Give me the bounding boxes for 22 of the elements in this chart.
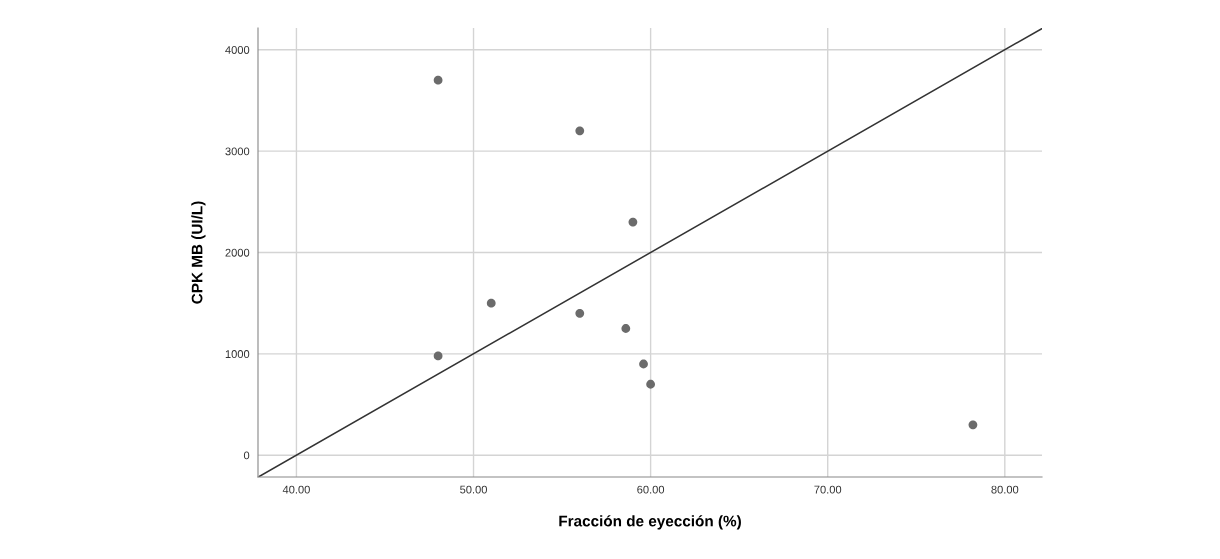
point — [486, 298, 496, 308]
point — [575, 308, 585, 318]
x-tick-label: 40.00 — [282, 485, 310, 494]
point — [621, 324, 631, 333]
y-tick-label: 1000 — [225, 350, 250, 358]
y-tick-label: 3000 — [225, 147, 250, 156]
point — [433, 75, 443, 85]
point — [639, 359, 648, 369]
x-tick-label: 60.00 — [637, 485, 665, 494]
y-tick-label: 4000 — [225, 46, 250, 54]
point — [575, 126, 585, 136]
point — [433, 351, 443, 361]
y-axis-title: CPK MB (UI/L) — [191, 201, 206, 304]
y-tick-label: 0 — [243, 451, 250, 460]
point — [646, 379, 656, 389]
x-tick-label: 80.00 — [991, 485, 1019, 494]
x-tick-label: 50.00 — [460, 485, 487, 494]
y-tick-label: 2000 — [225, 248, 250, 257]
point — [628, 217, 638, 227]
x-axis-title: Fracción de eyección (%) — [559, 515, 741, 530]
point — [968, 420, 978, 430]
x-tick-label: 70.00 — [814, 485, 842, 494]
